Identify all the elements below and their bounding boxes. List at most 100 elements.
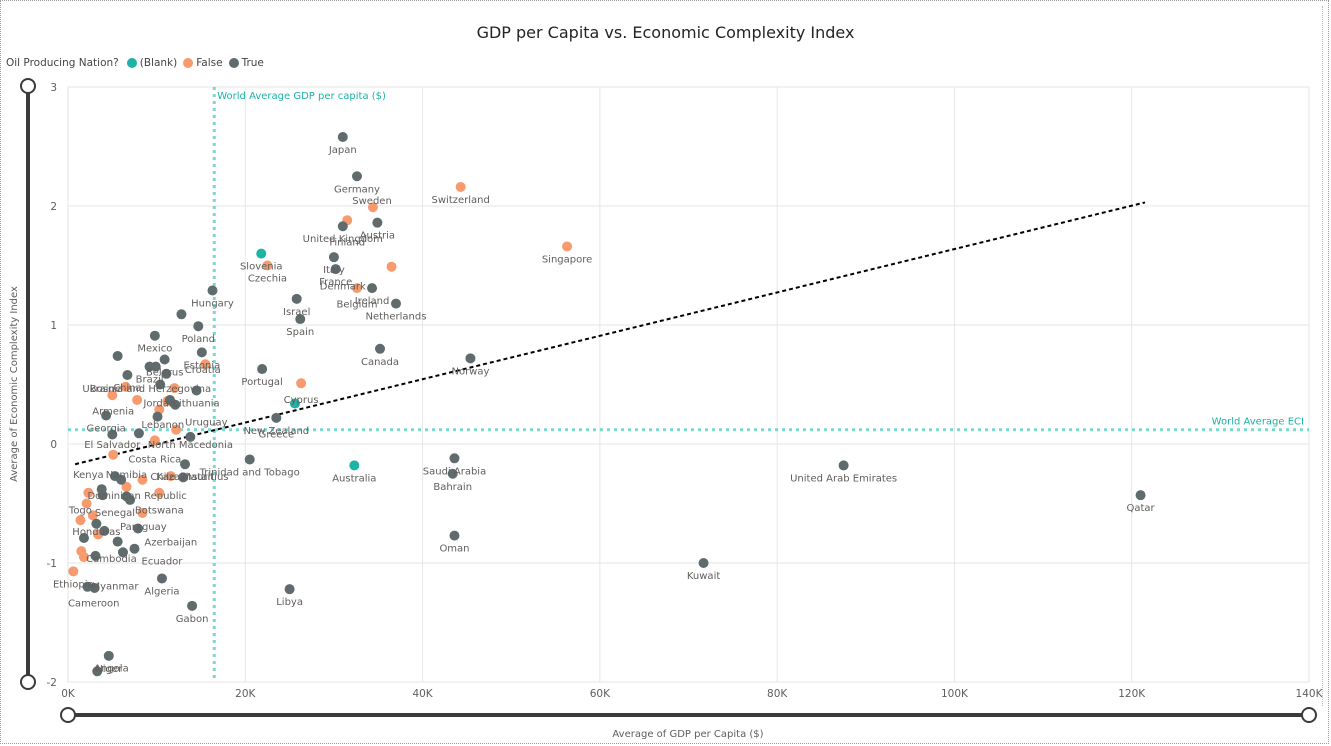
data-point[interactable]	[447, 468, 458, 479]
data-point[interactable]	[295, 314, 306, 325]
x-zoom-slider[interactable]	[60, 707, 1317, 723]
y-zoom-slider[interactable]	[20, 78, 36, 690]
data-point[interactable]	[185, 431, 196, 442]
data-point[interactable]	[207, 285, 218, 296]
data-point[interactable]	[129, 543, 140, 554]
data-point[interactable]	[562, 241, 573, 252]
data-point[interactable]	[367, 283, 378, 294]
data-point[interactable]	[156, 573, 167, 584]
data-point[interactable]	[101, 410, 112, 421]
data-point[interactable]	[284, 584, 295, 595]
data-point[interactable]	[152, 411, 163, 422]
data-point[interactable]	[103, 650, 114, 661]
data-point[interactable]	[107, 429, 118, 440]
data-point[interactable]	[465, 353, 476, 364]
data-point[interactable]	[108, 449, 119, 460]
data-point[interactable]	[107, 390, 118, 401]
data-point[interactable]	[137, 474, 148, 485]
data-point[interactable]	[137, 508, 148, 519]
data-point[interactable]	[349, 460, 360, 471]
data-point[interactable]	[149, 330, 160, 341]
data-point[interactable]	[193, 321, 204, 332]
data-point[interactable]	[164, 394, 175, 405]
data-point[interactable]	[90, 550, 101, 561]
data-point[interactable]	[154, 487, 165, 498]
legend-entry-true[interactable]: True	[228, 57, 264, 69]
data-point[interactable]	[171, 424, 182, 435]
data-point[interactable]	[112, 350, 123, 361]
data-point[interactable]	[1135, 490, 1146, 501]
data-point[interactable]	[180, 459, 191, 470]
data-point[interactable]	[149, 435, 160, 446]
data-point[interactable]	[78, 552, 89, 563]
data-point-label: Bahrain	[433, 482, 472, 493]
data-point[interactable]	[337, 221, 348, 232]
data-point[interactable]	[165, 471, 176, 482]
data-point[interactable]	[187, 600, 198, 611]
data-point[interactable]	[262, 260, 273, 271]
data-point[interactable]	[121, 481, 132, 492]
data-point[interactable]	[372, 217, 383, 228]
data-point[interactable]	[256, 248, 267, 259]
data-point[interactable]	[337, 131, 348, 142]
data-point[interactable]	[191, 385, 202, 396]
data-point[interactable]	[698, 558, 709, 568]
data-point[interactable]	[133, 428, 144, 439]
data-point[interactable]	[112, 536, 123, 547]
data-point[interactable]	[367, 202, 378, 213]
data-point[interactable]	[386, 261, 397, 272]
data-point[interactable]	[176, 309, 187, 320]
data-point[interactable]	[296, 378, 307, 389]
data-point[interactable]	[159, 354, 170, 365]
legend-entry-false[interactable]: False	[183, 57, 223, 69]
data-point[interactable]	[83, 487, 94, 498]
data-point[interactable]	[92, 666, 103, 677]
data-point[interactable]	[133, 523, 144, 534]
data-point[interactable]	[132, 394, 143, 405]
data-point[interactable]	[838, 460, 849, 471]
data-point[interactable]	[351, 283, 362, 294]
data-point[interactable]	[122, 369, 133, 380]
x-slider-right-handle[interactable]	[1301, 707, 1317, 723]
legend-entry-blank[interactable]: (Blank)	[126, 57, 177, 69]
data-point[interactable]	[257, 364, 268, 375]
data-point[interactable]	[291, 293, 302, 304]
data-point[interactable]	[75, 515, 86, 526]
data-point[interactable]	[97, 490, 108, 501]
data-point[interactable]	[155, 379, 166, 390]
data-point[interactable]	[91, 518, 102, 529]
data-point[interactable]	[125, 494, 136, 505]
data-point[interactable]	[117, 547, 128, 558]
data-point[interactable]	[89, 582, 100, 593]
data-point[interactable]	[289, 398, 300, 409]
data-point[interactable]	[161, 368, 172, 379]
data-point[interactable]	[99, 525, 110, 536]
data-point[interactable]	[390, 298, 401, 309]
data-point[interactable]	[271, 412, 282, 423]
data-point[interactable]	[455, 181, 466, 192]
data-point[interactable]	[351, 171, 362, 182]
data-point[interactable]	[78, 533, 89, 544]
x-slider-left-handle[interactable]	[60, 707, 76, 723]
y-slider-bottom-handle[interactable]	[20, 674, 36, 690]
data-point[interactable]	[244, 454, 255, 465]
data-point[interactable]	[328, 252, 339, 263]
data-labels: Slovenia Australia Switzerland Singapore Cze…	[53, 145, 1156, 675]
data-point[interactable]	[375, 343, 386, 354]
data-point-label: Togo	[68, 505, 92, 516]
y-slider-top-handle[interactable]	[20, 78, 36, 94]
data-point[interactable]	[68, 566, 79, 577]
data-point[interactable]	[196, 347, 207, 358]
data-point[interactable]	[81, 498, 92, 509]
data-point[interactable]	[169, 383, 180, 394]
data-point-label: Niger	[95, 664, 123, 675]
data-point[interactable]	[200, 359, 211, 370]
data-point[interactable]	[150, 361, 161, 372]
data-point[interactable]	[87, 510, 98, 521]
data-point[interactable]	[449, 453, 460, 464]
data-point[interactable]	[178, 472, 189, 483]
data-point[interactable]	[449, 530, 460, 541]
data-point[interactable]	[120, 381, 131, 392]
data-point[interactable]	[330, 264, 341, 275]
data-point[interactable]	[116, 474, 127, 485]
